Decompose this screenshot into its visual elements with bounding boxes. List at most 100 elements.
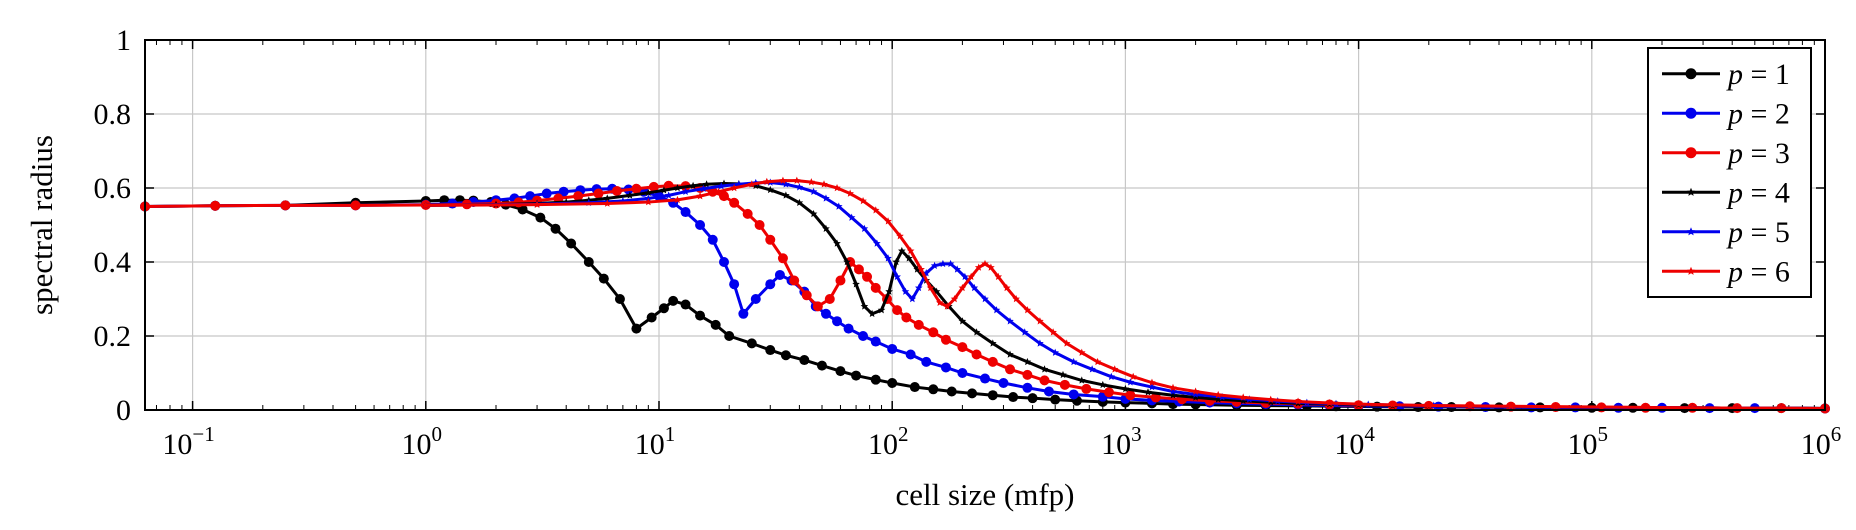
legend-label: p = 3 [1726, 137, 1790, 170]
tick-labels: 10−1 100 101 102 103 104 105 106 0 0.2 0.4 0.6 0.8 1 [94, 24, 1842, 461]
data-point [780, 350, 791, 361]
data-point [940, 362, 951, 373]
data-point [782, 180, 790, 188]
data-point [913, 319, 924, 330]
data-point [763, 177, 771, 185]
y-axis-label: spectral radius [24, 135, 59, 315]
data-point [1040, 365, 1049, 373]
data-point [1641, 403, 1650, 411]
data-point [1006, 317, 1014, 325]
data-point [1169, 387, 1177, 395]
data-point [350, 200, 361, 211]
x-tick-label: 100 [402, 422, 443, 461]
data-point [853, 264, 864, 275]
data-point [533, 200, 541, 208]
data-point [953, 265, 962, 273]
data-point [877, 306, 886, 314]
data-point [1126, 378, 1135, 386]
data-point [1012, 295, 1020, 303]
data-point [896, 232, 904, 240]
data-point [940, 334, 951, 345]
y-tick-label: 0 [116, 394, 131, 427]
data-point [987, 390, 998, 401]
data-point [779, 176, 787, 184]
data-point [631, 323, 642, 334]
x-tick-label: 102 [868, 422, 909, 461]
data-point [573, 191, 584, 202]
legend-label: p = 2 [1726, 97, 1790, 130]
legend-item: p = 2 [1662, 97, 1790, 130]
data-point [852, 280, 860, 288]
data-point [885, 287, 893, 295]
data-point [1110, 365, 1119, 373]
data-point [835, 366, 846, 377]
data-point [846, 189, 854, 197]
data-point [1062, 339, 1071, 347]
data-point [793, 176, 801, 184]
data-point [1294, 397, 1302, 405]
data-point [558, 186, 569, 197]
data-point [1023, 306, 1032, 314]
legend-label: p = 6 [1726, 255, 1790, 288]
data-point [1006, 350, 1014, 358]
data-point [870, 336, 881, 347]
data-point [695, 310, 706, 321]
data-point [914, 283, 923, 292]
data-point [742, 208, 753, 219]
data-point [1039, 375, 1050, 386]
data-point [988, 339, 997, 347]
y-tick-label: 0.4 [94, 246, 132, 279]
data-point [1239, 396, 1248, 404]
data-point [280, 200, 291, 211]
data-point [974, 263, 983, 271]
data-point [702, 180, 711, 188]
legend-label: p = 1 [1726, 58, 1790, 91]
y-tick-label: 0.2 [94, 320, 132, 353]
data-point [909, 382, 920, 393]
data-point [946, 259, 955, 268]
data-point [870, 282, 881, 293]
data-point [1081, 383, 1092, 394]
data-point [1051, 348, 1059, 356]
data-point [777, 253, 788, 264]
data-point [422, 201, 430, 209]
x-tick-label: 103 [1101, 422, 1142, 461]
data-point [1191, 387, 1200, 395]
data-point [696, 192, 704, 200]
data-point [936, 298, 944, 306]
data-point [809, 209, 818, 218]
data-point [822, 194, 830, 202]
data-point [980, 373, 990, 384]
data-point [858, 331, 869, 341]
data-point [913, 265, 922, 273]
data-point [795, 198, 804, 207]
x-tick-label: 10−1 [162, 422, 214, 461]
data-point [898, 246, 906, 255]
data-point [1022, 369, 1033, 380]
data-point [950, 295, 959, 303]
data-point [1214, 395, 1222, 403]
data-point [921, 356, 932, 367]
data-point [1125, 390, 1136, 401]
data-point [648, 181, 659, 192]
data-point [835, 275, 846, 286]
data-point [774, 269, 785, 280]
series-group [140, 176, 1830, 414]
data-point [729, 197, 740, 208]
data-point [901, 287, 910, 295]
data-point [967, 272, 975, 281]
data-point [799, 355, 810, 366]
data-point [1099, 380, 1107, 389]
data-point [644, 194, 653, 202]
data-point [946, 386, 957, 397]
data-point [970, 283, 979, 292]
data-point [1169, 391, 1177, 399]
data-point [917, 265, 925, 273]
data-point [746, 338, 757, 349]
data-point [847, 213, 856, 221]
legend-swatch-marker [1686, 266, 1696, 275]
data-point [958, 317, 967, 325]
data-point [660, 186, 668, 194]
data-point [765, 345, 776, 356]
